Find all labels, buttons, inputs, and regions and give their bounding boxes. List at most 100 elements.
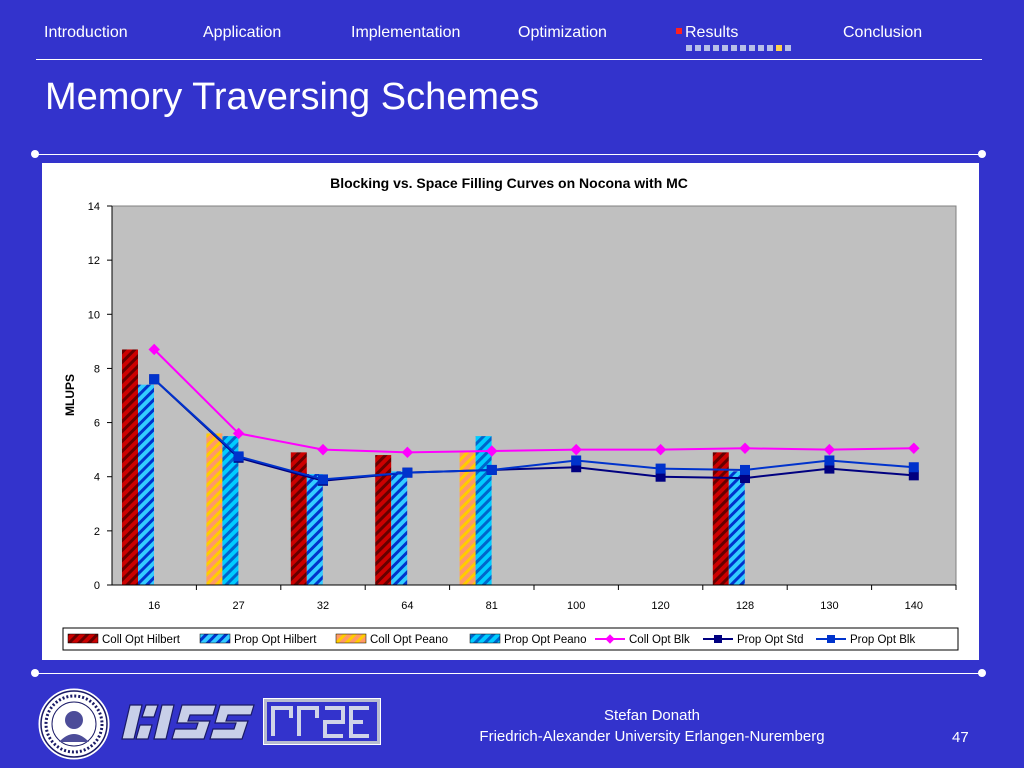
point-coll-opt-blk-128 xyxy=(739,442,751,454)
y-tick-label: 10 xyxy=(88,309,100,321)
bar-prop-opt-hilbert-64 xyxy=(391,471,408,585)
university-seal-icon xyxy=(37,687,111,761)
x-tick-label: 130 xyxy=(820,600,838,612)
y-axis-label: MLUPS xyxy=(63,374,77,416)
y-tick-label: 12 xyxy=(88,255,100,267)
legend-marker-prop-opt-std xyxy=(714,635,722,643)
point-coll-opt-blk-32 xyxy=(317,443,329,456)
y-tick-label: 4 xyxy=(94,472,100,484)
point-coll-opt-blk-81 xyxy=(486,445,498,457)
point-prop-opt-blk-81 xyxy=(486,464,497,475)
point-coll-opt-blk-64 xyxy=(401,446,414,459)
progress-square xyxy=(758,45,764,51)
nav-item-application[interactable]: Application xyxy=(203,24,282,41)
bar-prop-opt-hilbert-128 xyxy=(728,471,745,585)
point-coll-opt-blk-27 xyxy=(232,427,245,440)
progress-square xyxy=(686,45,692,51)
legend-swatch-prop-opt-hilbert xyxy=(199,633,231,644)
progress-square-current xyxy=(776,45,782,51)
x-tick-label: 32 xyxy=(317,600,329,612)
point-prop-opt-blk-64 xyxy=(402,467,413,478)
progress-square xyxy=(704,45,710,51)
point-coll-opt-blk-130 xyxy=(823,443,836,456)
bar-coll-opt-peano-27 xyxy=(206,433,223,585)
series-line-prop-opt-std xyxy=(153,378,914,482)
x-tick-label: 140 xyxy=(905,600,923,612)
x-tick-label: 100 xyxy=(567,600,585,612)
lower-rule-left-dot xyxy=(31,669,39,677)
point-prop-opt-blk-32 xyxy=(318,474,328,485)
nav-item-optimization[interactable]: Optimization xyxy=(518,24,607,41)
point-prop-opt-blk-100 xyxy=(571,455,582,466)
legend-label-coll-opt-peano: Coll Opt Peano xyxy=(370,634,448,646)
legend-marker-coll-opt-blk xyxy=(605,634,615,644)
legend-label-prop-opt-peano: Prop Opt Peano xyxy=(504,634,586,646)
legend-label-prop-opt-blk: Prop Opt Blk xyxy=(850,634,915,646)
point-coll-opt-blk-100 xyxy=(570,443,582,456)
upper-rule-right-dot xyxy=(978,150,986,158)
bar-coll-opt-peano-81 xyxy=(459,452,476,585)
progress-square xyxy=(785,45,791,51)
progress-square xyxy=(713,45,719,51)
x-tick-label: 16 xyxy=(148,600,160,612)
x-tick-label: 64 xyxy=(401,600,413,612)
point-prop-opt-blk-16 xyxy=(149,374,160,385)
institution-name: Friedrich-Alexander University Erlangen-… xyxy=(479,728,825,745)
legend-marker-prop-opt-blk xyxy=(827,635,835,643)
bar-coll-opt-hilbert-16 xyxy=(122,349,138,585)
presenter-name: Stefan Donath xyxy=(604,707,700,724)
lower-rule xyxy=(36,673,982,674)
chart-title: Blocking vs. Space Filling Curves on Noc… xyxy=(330,175,688,191)
top-navigation: Introduction Application Implementation … xyxy=(0,0,1024,60)
lss-logo-icon xyxy=(121,704,255,740)
chart: Blocking vs. Space Filling Curves on Noc… xyxy=(62,175,959,651)
bar-coll-opt-hilbert-32 xyxy=(290,452,307,585)
legend-swatch-coll-opt-peano xyxy=(335,633,367,644)
upper-rule xyxy=(36,154,982,155)
series-line-coll-opt-blk xyxy=(153,348,914,454)
nav-item-conclusion[interactable]: Conclusion xyxy=(843,24,923,41)
point-prop-opt-blk-120 xyxy=(655,463,666,474)
progress-square xyxy=(731,45,737,51)
rrze-logo-icon xyxy=(263,698,381,745)
point-prop-opt-blk-27 xyxy=(233,451,244,462)
legend-swatch-prop-opt-peano xyxy=(469,633,501,644)
nav-item-implementation[interactable]: Implementation xyxy=(351,24,461,41)
legend-label-coll-opt-hilbert: Coll Opt Hilbert xyxy=(102,634,181,646)
page-number: 47 xyxy=(952,729,969,746)
x-tick-label: 81 xyxy=(486,600,498,612)
nav-item-results[interactable]: Results xyxy=(676,24,738,42)
point-prop-opt-blk-128 xyxy=(740,464,750,475)
progress-square xyxy=(695,45,701,51)
nav-item-introduction[interactable]: Introduction xyxy=(44,24,128,41)
legend-label-coll-opt-blk: Coll Opt Blk xyxy=(629,634,690,646)
y-tick-label: 2 xyxy=(94,526,100,538)
lower-rule-right-dot xyxy=(978,669,986,677)
plot-area xyxy=(111,205,957,586)
x-tick-label: 128 xyxy=(736,600,754,612)
progress-square xyxy=(722,45,728,51)
point-coll-opt-blk-140 xyxy=(908,442,920,454)
bar-prop-opt-peano-81 xyxy=(475,436,492,585)
bar-coll-opt-hilbert-128 xyxy=(712,452,729,585)
active-section-marker xyxy=(676,27,682,34)
point-coll-opt-blk-16 xyxy=(148,343,160,356)
legend-box xyxy=(62,627,959,651)
y-tick-label: 0 xyxy=(94,580,100,592)
y-tick-label: 6 xyxy=(94,418,100,430)
nav-divider xyxy=(36,59,982,60)
progress-square xyxy=(740,45,746,51)
legend-label-prop-opt-std: Prop Opt Std xyxy=(737,634,803,646)
bar-prop-opt-hilbert-16 xyxy=(138,384,154,585)
y-tick-label: 14 xyxy=(88,201,100,213)
point-coll-opt-blk-120 xyxy=(654,443,667,456)
bar-prop-opt-peano-27 xyxy=(222,436,239,585)
slide-title: Memory Traversing Schemes xyxy=(45,76,540,118)
legend: Coll Opt Hilbert Prop Opt Hilbert Coll Opt… xyxy=(62,627,959,651)
progress-square xyxy=(749,45,755,51)
legend-swatch-coll-opt-hilbert xyxy=(67,633,99,644)
series-line-prop-opt-blk xyxy=(153,378,914,481)
point-prop-opt-blk-140 xyxy=(908,462,919,473)
upper-rule-left-dot xyxy=(31,150,39,158)
chart-panel: Blocking vs. Space Filling Curves on Noc… xyxy=(42,163,979,660)
